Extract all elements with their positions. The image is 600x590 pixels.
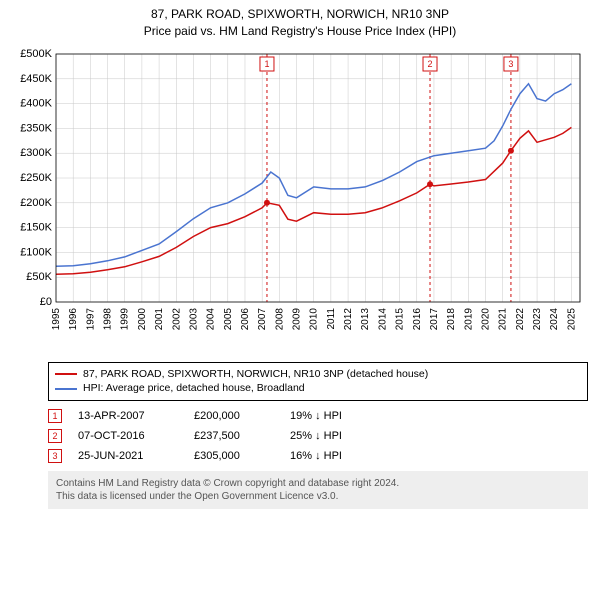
x-tick-label: 2004 bbox=[206, 307, 217, 330]
legend-label: HPI: Average price, detached house, Broa… bbox=[83, 381, 305, 396]
legend: 87, PARK ROAD, SPIXWORTH, NORWICH, NR10 … bbox=[48, 362, 588, 401]
x-tick-label: 2002 bbox=[171, 307, 182, 330]
event-price: £237,500 bbox=[194, 430, 274, 442]
y-tick-label: £150K bbox=[20, 221, 52, 233]
event-badge: 3 bbox=[48, 449, 62, 463]
x-tick-label: 2024 bbox=[549, 307, 560, 330]
x-tick-label: 2009 bbox=[292, 307, 303, 330]
x-tick-label: 1997 bbox=[85, 307, 96, 330]
event-dot bbox=[508, 147, 514, 153]
event-marker-number: 3 bbox=[508, 59, 513, 69]
y-tick-label: £200K bbox=[20, 196, 52, 208]
x-tick-label: 2023 bbox=[532, 307, 543, 330]
y-tick-label: £450K bbox=[20, 72, 52, 84]
events-table: 1 13-APR-2007 £200,000 19% ↓ HPI 2 07-OCT-201… bbox=[48, 409, 588, 463]
x-tick-label: 2011 bbox=[326, 307, 337, 329]
x-tick-label: 2007 bbox=[257, 307, 268, 330]
event-date: 07-OCT-2016 bbox=[78, 430, 178, 442]
event-diff: 19% ↓ HPI bbox=[290, 410, 342, 422]
x-tick-label: 1999 bbox=[120, 307, 131, 330]
x-tick-label: 2005 bbox=[223, 307, 234, 330]
title-subtitle: Price paid vs. HM Land Registry's House … bbox=[0, 23, 600, 40]
event-price: £305,000 bbox=[194, 450, 274, 462]
event-row: 3 25-JUN-2021 £305,000 16% ↓ HPI bbox=[48, 449, 588, 463]
y-tick-label: £50K bbox=[26, 271, 52, 283]
title-address: 87, PARK ROAD, SPIXWORTH, NORWICH, NR10 … bbox=[0, 6, 600, 23]
x-tick-label: 2015 bbox=[395, 307, 406, 330]
event-row: 1 13-APR-2007 £200,000 19% ↓ HPI bbox=[48, 409, 588, 423]
x-tick-label: 1996 bbox=[68, 307, 79, 330]
y-tick-label: £400K bbox=[20, 97, 52, 109]
x-tick-label: 2021 bbox=[498, 307, 509, 330]
event-date: 13-APR-2007 bbox=[78, 410, 178, 422]
x-tick-label: 2008 bbox=[274, 307, 285, 330]
legend-item: 87, PARK ROAD, SPIXWORTH, NORWICH, NR10 … bbox=[55, 367, 581, 382]
x-tick-label: 2016 bbox=[412, 307, 423, 330]
x-tick-label: 2025 bbox=[566, 307, 577, 330]
legend-item: HPI: Average price, detached house, Broa… bbox=[55, 381, 581, 396]
price-chart: £0 £50K £100K £150K £200K £250K £300K £350K £400… bbox=[12, 46, 588, 356]
y-tick-label: £0 bbox=[40, 296, 52, 308]
x-tick-label: 2003 bbox=[188, 307, 199, 330]
event-dot bbox=[264, 199, 270, 205]
event-row: 2 07-OCT-2016 £237,500 25% ↓ HPI bbox=[48, 429, 588, 443]
event-date: 25-JUN-2021 bbox=[78, 450, 178, 462]
x-tick-label: 1995 bbox=[51, 307, 62, 330]
x-tick-label: 2013 bbox=[360, 307, 371, 330]
chart-container: 87, PARK ROAD, SPIXWORTH, NORWICH, NR10 … bbox=[0, 0, 600, 509]
x-tick-label: 1998 bbox=[103, 307, 114, 330]
event-diff: 16% ↓ HPI bbox=[290, 450, 342, 462]
legend-swatch bbox=[55, 373, 77, 375]
event-marker-number: 2 bbox=[428, 59, 433, 69]
x-tick-label: 2001 bbox=[154, 307, 165, 330]
event-marker-number: 1 bbox=[264, 59, 269, 69]
x-tick-label: 2006 bbox=[240, 307, 251, 330]
x-tick-label: 2014 bbox=[377, 307, 388, 330]
legend-swatch bbox=[55, 388, 77, 390]
x-tick-label: 2022 bbox=[515, 307, 526, 330]
chart-area: £0 £50K £100K £150K £200K £250K £300K £350K £400… bbox=[12, 46, 588, 356]
footer-line-2: This data is licensed under the Open Gov… bbox=[56, 490, 580, 503]
event-badge: 2 bbox=[48, 429, 62, 443]
title-block: 87, PARK ROAD, SPIXWORTH, NORWICH, NR10 … bbox=[0, 0, 600, 42]
event-badge: 1 bbox=[48, 409, 62, 423]
x-tick-label: 2017 bbox=[429, 307, 440, 330]
y-tick-label: £300K bbox=[20, 147, 52, 159]
y-tick-label: £250K bbox=[20, 172, 52, 184]
footer-note: Contains HM Land Registry data © Crown c… bbox=[48, 471, 588, 509]
event-diff: 25% ↓ HPI bbox=[290, 430, 342, 442]
x-tick-label: 2019 bbox=[463, 307, 474, 330]
legend-label: 87, PARK ROAD, SPIXWORTH, NORWICH, NR10 … bbox=[83, 367, 428, 382]
y-tick-label: £100K bbox=[20, 246, 52, 258]
x-tick-label: 2000 bbox=[137, 307, 148, 330]
event-price: £200,000 bbox=[194, 410, 274, 422]
x-tick-label: 2018 bbox=[446, 307, 457, 330]
y-tick-label: £350K bbox=[20, 122, 52, 134]
event-dot bbox=[427, 181, 433, 187]
footer-line-1: Contains HM Land Registry data © Crown c… bbox=[56, 477, 580, 490]
x-tick-label: 2012 bbox=[343, 307, 354, 330]
y-tick-label: £500K bbox=[20, 48, 52, 60]
x-tick-label: 2020 bbox=[481, 307, 492, 330]
x-tick-label: 2010 bbox=[309, 307, 320, 330]
